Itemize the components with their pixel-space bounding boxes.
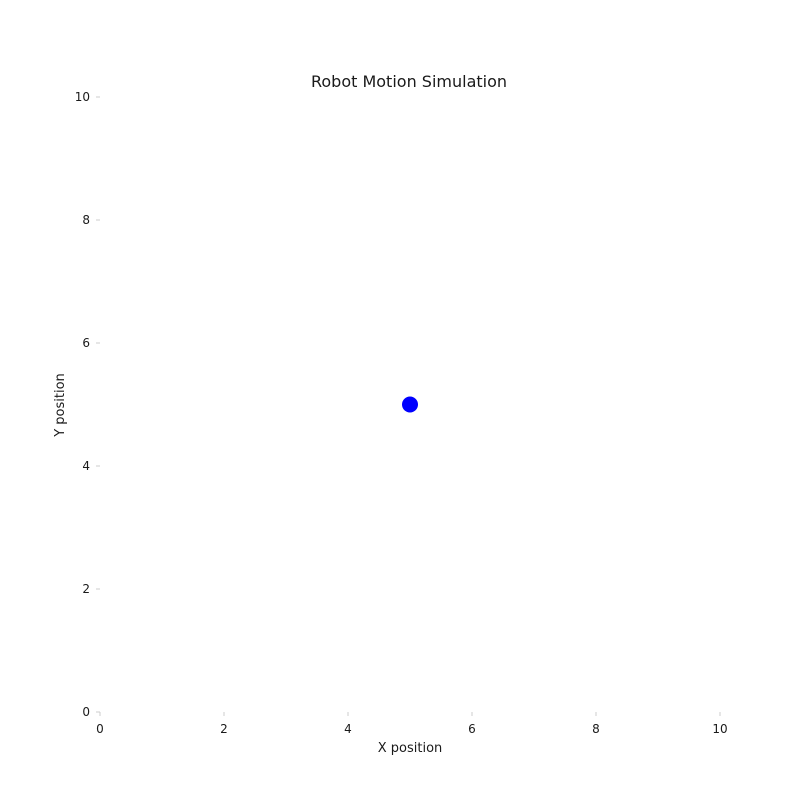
x-tick-label: 10: [712, 722, 727, 736]
y-tick-label: 0: [82, 705, 90, 719]
y-axis-ticks: 0 2 4 6 8 10: [75, 90, 100, 719]
y-tick-label: 6: [82, 336, 90, 350]
chart-title: Robot Motion Simulation: [311, 72, 507, 91]
x-tick-label: 6: [468, 722, 476, 736]
y-tick-label: 10: [75, 90, 90, 104]
x-tick-label: 2: [220, 722, 228, 736]
robot-position-point: [402, 396, 418, 413]
y-axis-label: Y position: [53, 373, 68, 438]
x-axis-label: X position: [378, 741, 443, 756]
x-tick-label: 0: [96, 722, 104, 736]
y-tick-label: 4: [82, 459, 90, 473]
y-tick-label: 8: [82, 213, 90, 227]
x-tick-label: 8: [592, 722, 600, 736]
y-tick-label: 2: [82, 582, 90, 596]
data-points: [402, 396, 418, 413]
x-axis-ticks: 0 2 4 6 8 10: [96, 712, 728, 736]
x-tick-label: 4: [344, 722, 352, 736]
